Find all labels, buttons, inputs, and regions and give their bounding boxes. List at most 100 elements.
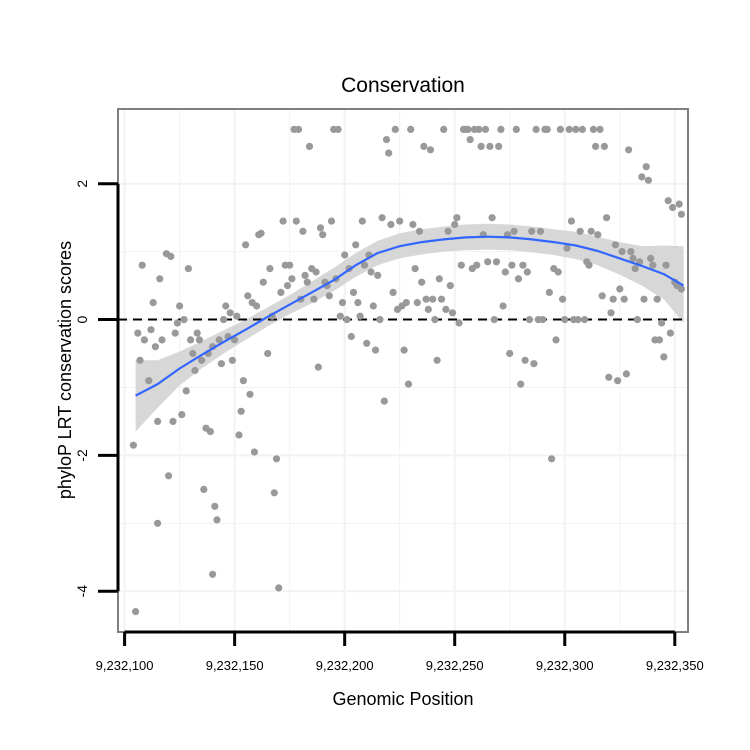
data-point: [310, 295, 318, 303]
data-point: [382, 136, 391, 144]
data-point: [178, 411, 186, 419]
data-point: [253, 302, 261, 310]
data-point: [343, 316, 351, 324]
data-point: [336, 312, 344, 320]
data-point: [349, 288, 358, 296]
data-point: [151, 343, 159, 351]
data-point: [506, 349, 514, 358]
data-point: [576, 227, 584, 235]
data-point: [182, 387, 190, 395]
data-point: [312, 268, 320, 276]
data-point: [325, 292, 333, 300]
x-tick-label: 9,232,100: [96, 658, 154, 673]
data-point: [400, 346, 408, 354]
data-point: [536, 227, 545, 235]
data-point: [154, 519, 162, 527]
data-point: [620, 295, 628, 303]
y-tick-label: 2: [74, 180, 90, 188]
data-point: [622, 370, 631, 378]
data-point: [374, 271, 382, 279]
data-point: [664, 197, 672, 205]
data-point: [167, 252, 175, 260]
data-point: [492, 258, 501, 266]
data-point: [266, 265, 274, 273]
data-point: [360, 261, 369, 269]
data-point: [488, 214, 496, 222]
data-point: [316, 224, 325, 232]
data-point: [341, 251, 349, 259]
data-point: [495, 142, 503, 150]
data-point: [437, 295, 446, 303]
data-point: [677, 210, 686, 218]
data-point: [305, 142, 314, 150]
data-point: [228, 356, 236, 364]
data-point: [187, 336, 195, 344]
data-point: [565, 125, 573, 133]
data-point: [165, 472, 173, 480]
panel-background: [118, 109, 688, 632]
data-point: [288, 275, 296, 283]
data-point: [136, 356, 144, 364]
data-point: [239, 377, 247, 385]
data-point: [367, 268, 375, 276]
data-point: [508, 261, 516, 269]
data-point: [486, 142, 494, 150]
data-point: [259, 278, 267, 286]
data-point: [132, 608, 140, 616]
data-point: [387, 220, 395, 229]
data-point: [501, 268, 509, 276]
y-tick-label: -4: [74, 585, 90, 598]
data-point: [658, 319, 666, 327]
data-point: [319, 231, 327, 239]
data-point: [633, 316, 642, 324]
data-point: [614, 377, 622, 385]
plot-panel: [117, 108, 689, 633]
data-point: [211, 502, 219, 510]
data-point: [512, 125, 520, 133]
data-point: [662, 261, 670, 269]
data-point: [134, 329, 142, 337]
data-point: [431, 316, 439, 324]
data-point: [589, 125, 598, 133]
data-point: [206, 428, 214, 436]
data-point: [176, 302, 184, 310]
data-point: [598, 292, 606, 300]
data-point: [422, 295, 430, 303]
data-point: [545, 288, 554, 296]
data-point: [334, 125, 342, 133]
data-point: [314, 363, 322, 371]
data-point: [653, 295, 661, 303]
data-point: [475, 125, 483, 133]
data-point: [217, 360, 225, 368]
data-point: [426, 146, 435, 154]
data-point: [605, 373, 613, 381]
data-point: [618, 248, 626, 256]
data-point: [539, 316, 547, 324]
data-point: [444, 227, 452, 235]
data-point: [193, 329, 201, 337]
data-point: [257, 229, 265, 237]
data-point: [525, 316, 534, 324]
data-point: [543, 125, 551, 133]
data-point: [145, 377, 153, 385]
y-axis-title: phyloP LRT conservation scores: [55, 241, 75, 499]
y-tick-label: 0: [74, 315, 90, 323]
data-point: [642, 163, 650, 171]
data-point: [519, 261, 527, 269]
data-point: [391, 125, 399, 133]
data-point: [409, 220, 417, 229]
data-point: [442, 305, 450, 313]
data-point: [464, 125, 472, 133]
data-point: [572, 125, 580, 133]
data-point: [338, 299, 347, 307]
data-point: [220, 316, 228, 324]
data-point: [250, 448, 258, 456]
data-point: [184, 265, 192, 273]
data-point: [627, 248, 635, 256]
data-point: [246, 390, 254, 398]
data-point: [556, 125, 565, 133]
data-point: [191, 366, 199, 375]
data-point: [138, 261, 146, 269]
data-point: [404, 380, 413, 388]
x-tick-label: 9,232,150: [206, 658, 264, 673]
